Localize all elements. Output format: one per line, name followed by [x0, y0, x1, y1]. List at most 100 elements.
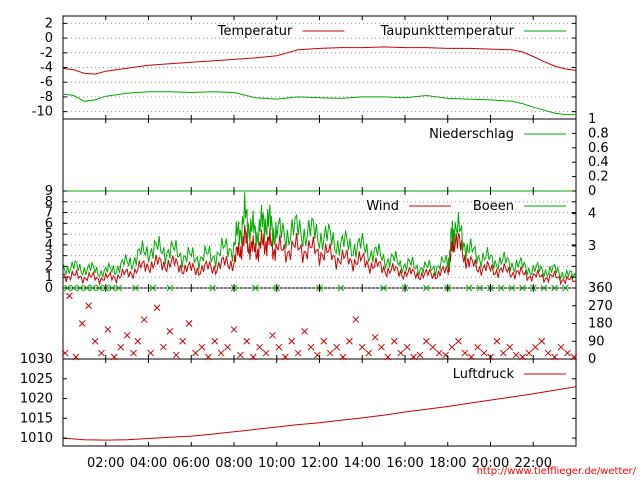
point-stroke: [78, 320, 86, 327]
series-line-wind: [62, 224, 577, 286]
point-stroke: [320, 337, 328, 345]
point-stroke: [262, 349, 270, 357]
wind-direction-point: [512, 351, 520, 359]
wind-direction-point: [224, 343, 231, 351]
wind-direction-point: [70, 284, 78, 292]
wind-direction-point: [78, 320, 86, 327]
x-tick-label: 10:00: [258, 456, 295, 471]
y-right-tick-label: 4: [588, 207, 596, 222]
y-tick-label: -8: [40, 90, 53, 105]
point-stroke: [243, 337, 251, 345]
point-stroke: [337, 284, 345, 292]
wind-direction-point: [561, 284, 569, 292]
wind-direction-point: [85, 302, 93, 310]
y-tick-label: 2: [45, 16, 53, 31]
point-stroke: [467, 353, 475, 361]
wind-direction-point: [130, 349, 137, 357]
point-stroke: [540, 284, 548, 292]
wind-direction-point: [378, 343, 385, 351]
legend-label: Taupunkttemperatur: [380, 24, 515, 39]
wind-direction-point: [95, 284, 103, 292]
wind-direction-point: [467, 353, 475, 361]
point-stroke: [307, 343, 315, 351]
y-tick-label: 6: [45, 216, 53, 231]
y-tick-label: 3: [45, 249, 53, 264]
wind-direction-point: [294, 349, 302, 357]
y-tick-label: 1015: [20, 411, 53, 426]
point-stroke: [544, 349, 552, 357]
wind-direction-point: [230, 326, 238, 333]
point-stroke: [339, 353, 347, 361]
wind-direction-point: [160, 343, 167, 351]
point-stroke: [365, 349, 373, 357]
y-right-tick-label: 3: [588, 239, 596, 254]
point-stroke: [410, 353, 417, 361]
point-stroke: [294, 349, 302, 357]
wind-direction-point: [204, 353, 212, 361]
wind-direction-point: [480, 349, 488, 357]
point-stroke: [132, 284, 140, 292]
point-stroke: [252, 284, 259, 292]
y-tick-label: 1030: [20, 352, 53, 367]
wind-direction-point: [134, 337, 142, 345]
point-stroke: [269, 331, 276, 339]
wind-direction-point: [525, 349, 533, 357]
point-stroke: [448, 343, 456, 351]
wind-direction-point: [281, 353, 289, 361]
wind-direction-point: [358, 343, 366, 351]
wind-direction-point: [320, 337, 328, 345]
point-stroke: [314, 351, 321, 359]
point-stroke: [561, 284, 569, 292]
point-stroke: [85, 302, 93, 310]
point-stroke: [179, 337, 187, 345]
wind-direction-point: [365, 349, 373, 357]
wind-direction-point: [217, 349, 225, 357]
point-stroke: [237, 351, 244, 359]
legend-label: Luftdruck: [453, 367, 515, 382]
y-tick-label: -4: [40, 61, 53, 76]
point-stroke: [281, 353, 289, 361]
wind-direction-point: [423, 284, 430, 292]
wind-direction-point: [371, 333, 379, 341]
wind-direction-point: [455, 337, 462, 345]
point-stroke: [390, 337, 398, 345]
y-right-tick-label: 0: [588, 184, 596, 199]
point-stroke: [538, 337, 546, 345]
point-stroke: [455, 337, 462, 345]
y-right-tick-label: 0.8: [588, 126, 609, 141]
y-right-tick-label: 0: [588, 352, 596, 367]
wind-direction-point: [461, 349, 469, 357]
source-url: http://www.tiefflieger.de/wetter/: [477, 466, 637, 477]
point-stroke: [110, 353, 118, 361]
wind-direction-point: [66, 292, 73, 300]
wind-direction-point: [132, 284, 140, 292]
point-stroke: [104, 326, 112, 333]
point-stroke: [506, 343, 514, 351]
panel-frame-3: [62, 287, 577, 360]
wind-direction-point: [243, 337, 251, 345]
point-stroke: [384, 353, 392, 361]
x-tick-label: 02:00: [87, 456, 124, 471]
point-stroke: [95, 284, 103, 292]
point-stroke: [519, 284, 526, 292]
data-series: [61, 46, 578, 441]
point-stroke: [416, 351, 424, 359]
y-tick-label: 4: [45, 238, 53, 253]
point-stroke: [91, 337, 99, 345]
wind-direction-point: [465, 284, 473, 292]
point-stroke: [153, 304, 161, 312]
x-tick-label: 14:00: [344, 456, 381, 471]
wind-direction-point: [262, 349, 270, 357]
x-tick-label: 16:00: [386, 456, 423, 471]
wind-direction-point: [499, 349, 507, 357]
point-stroke: [301, 328, 308, 335]
wind-direction-point: [61, 349, 69, 357]
wind-direction-point: [474, 343, 482, 351]
wind-direction-point: [91, 337, 99, 345]
wind-direction-point: [557, 343, 565, 351]
wind-direction-point: [288, 337, 296, 345]
wind-direction-point: [140, 316, 148, 323]
wind-direction-point: [211, 337, 219, 345]
point-stroke: [166, 284, 174, 292]
